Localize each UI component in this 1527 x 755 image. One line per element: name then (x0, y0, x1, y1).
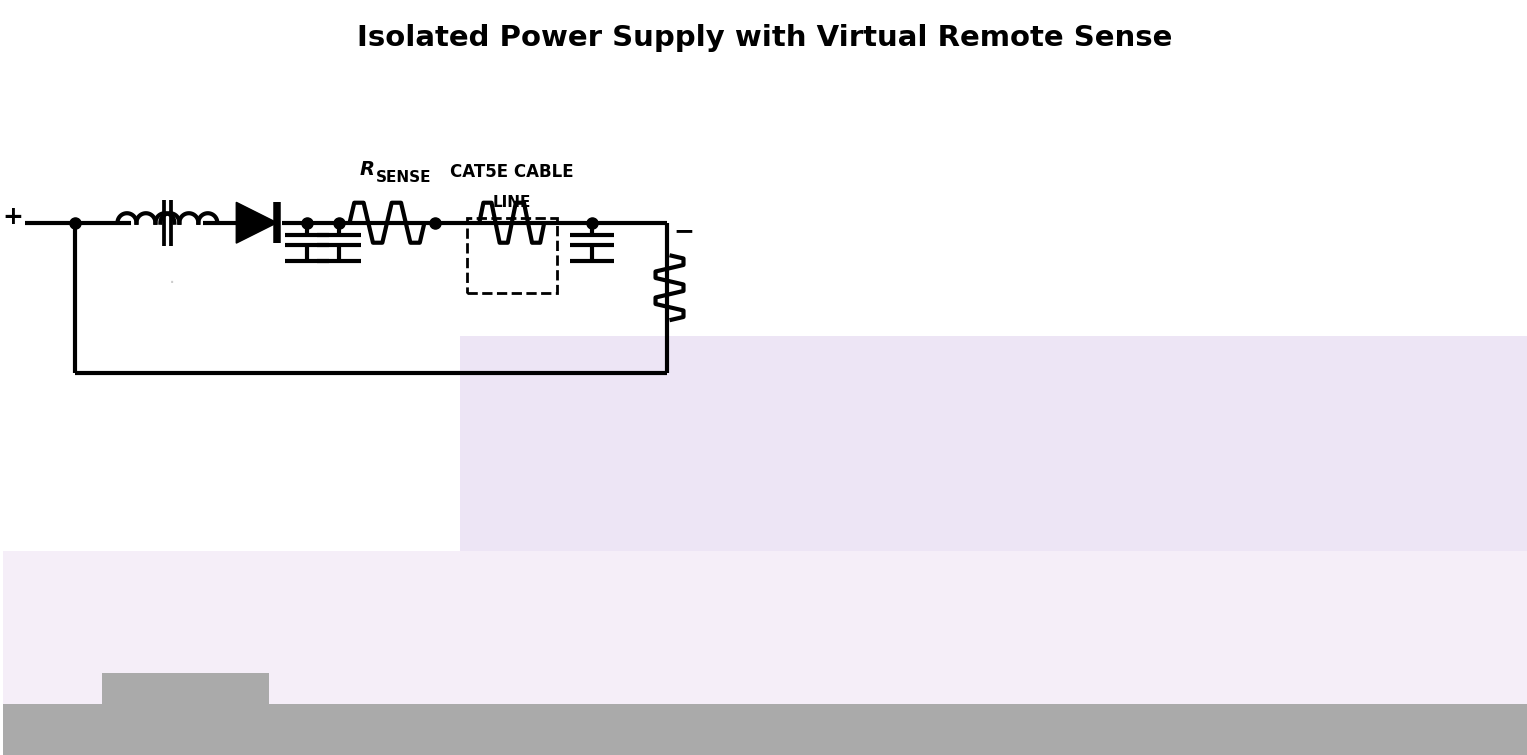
Text: Isolated Power Supply with Virtual Remote Sense: Isolated Power Supply with Virtual Remot… (357, 24, 1173, 52)
Text: SENSE: SENSE (376, 170, 432, 185)
Bar (467, 217, 557, 293)
Text: +: + (2, 205, 23, 229)
Text: −: − (673, 219, 693, 242)
Bar (460, 336, 1527, 551)
Text: LINE: LINE (493, 195, 531, 210)
Polygon shape (237, 202, 276, 243)
Bar (3, 551, 1527, 755)
Text: CAT5E CABLE: CAT5E CABLE (450, 163, 574, 180)
Text: R: R (360, 160, 376, 179)
Bar (3, 704, 1527, 755)
Bar (102, 673, 269, 704)
Text: .: . (169, 268, 176, 287)
